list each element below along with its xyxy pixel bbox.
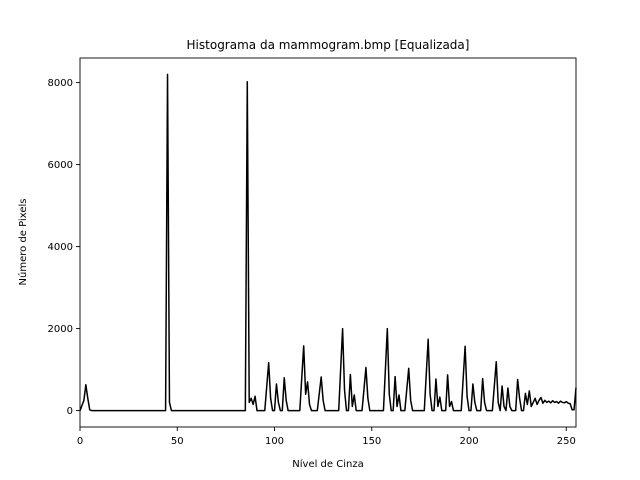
y-tick-label: 8000	[48, 78, 73, 89]
series-line-0	[79, 73, 577, 412]
y-axis-label: Número de Pixels	[17, 199, 29, 286]
y-tick-label: 4000	[48, 242, 73, 253]
x-tick-label: 100	[265, 436, 284, 447]
chart-title: Histograma da mammogram.bmp [Equalizada]	[187, 38, 470, 52]
series-layer	[79, 73, 577, 412]
x-tick-label: 150	[362, 436, 381, 447]
y-axis: 0 2000 4000 6000 8000	[48, 78, 80, 417]
x-tick-label: 200	[459, 436, 478, 447]
x-tick-label: 50	[171, 436, 184, 447]
y-tick-label: 0	[67, 406, 73, 417]
plot-area	[79, 57, 577, 428]
x-axis-label: Nível de Cinza	[292, 458, 363, 470]
x-axis: 0 50 100 150 200 250	[77, 427, 576, 447]
plot-frame	[79, 57, 577, 428]
y-tick-label: 6000	[48, 160, 73, 171]
x-tick-label: 0	[77, 436, 83, 447]
y-tick-label: 2000	[48, 324, 73, 335]
x-tick-label: 250	[557, 436, 576, 447]
